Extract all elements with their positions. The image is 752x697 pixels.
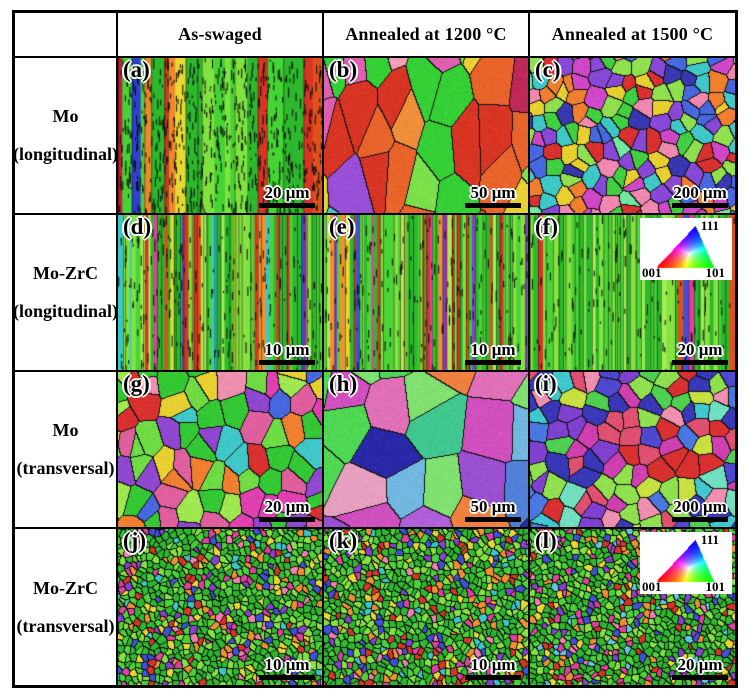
scale-text: 20 μm [264, 183, 310, 203]
row-label-mo-longitudinal: Mo (longitudinal) [15, 58, 118, 215]
scale-text: 200 μm [673, 497, 727, 517]
micrograph-image-b [324, 58, 528, 213]
scale-bar-c: 200 μm [672, 184, 728, 208]
panel-letter-i: (i) [535, 372, 557, 396]
scale-text: 10 μm [264, 340, 310, 360]
row-orientation: (transversal) [16, 458, 115, 478]
ipf-color-key: 111 001 101 [640, 218, 732, 280]
micrograph-image-h [324, 372, 528, 527]
ipf-triangle-icon [640, 532, 732, 594]
ipf-label-111: 111 [700, 532, 719, 547]
ipf-label-111: 111 [700, 218, 719, 233]
scale-bar-f: 20 μm [672, 341, 728, 365]
column-header-annealed-1500: Annealed at 1500 °C [530, 13, 735, 58]
ipf-color-key: 111 001 101 [640, 532, 732, 594]
scale-bar-line [259, 517, 315, 522]
scale-bar-line [465, 360, 521, 365]
scale-text: 20 μm [264, 497, 310, 517]
row-material: Mo [52, 106, 79, 126]
micrograph-panel-k: (k) 10 μm [324, 529, 530, 685]
column-header-as-swaged: As-swaged [118, 13, 324, 58]
scale-bar-l: 20 μm [672, 656, 728, 680]
micrograph-image-j [118, 529, 322, 685]
micrograph-image-e [324, 215, 528, 370]
scale-bar-b: 50 μm [465, 184, 521, 208]
scale-text: 200 μm [673, 183, 727, 203]
scale-bar-k: 10 μm [465, 656, 521, 680]
ebsd-figure-table: As-swaged Annealed at 1200 °C Annealed a… [12, 10, 738, 688]
row-label-mozrc-longitudinal: Mo-ZrC (longitudinal) [15, 215, 118, 372]
micrograph-panel-e: (e) 10 μm [324, 215, 530, 372]
ipf-triangle-icon [640, 218, 732, 280]
scale-bar-e: 10 μm [465, 341, 521, 365]
panel-letter-j: (j) [123, 529, 146, 553]
scale-text: 10 μm [470, 655, 516, 675]
row-orientation: (longitudinal) [15, 301, 118, 321]
scale-bar-line [672, 203, 728, 208]
scale-text: 10 μm [264, 655, 310, 675]
micrograph-panel-i: (i) 200 μm [530, 372, 735, 529]
scale-bar-line [672, 360, 728, 365]
scale-text: 50 μm [470, 183, 516, 203]
scale-bar-d: 10 μm [259, 341, 315, 365]
micrograph-panel-a: (a) 20 μm [118, 58, 324, 215]
panel-letter-h: (h) [329, 372, 358, 396]
row-orientation: (transversal) [16, 615, 115, 636]
scale-bar-line [465, 203, 521, 208]
panel-letter-k: (k) [329, 529, 358, 553]
row-material: Mo [52, 420, 79, 440]
micrograph-panel-d: (d) 10 μm [118, 215, 324, 372]
row-label-mo-transversal: Mo (transversal) [15, 372, 118, 529]
micrograph-image-c [530, 58, 735, 213]
panel-letter-d: (d) [123, 215, 152, 239]
micrograph-image-a [118, 58, 322, 213]
scale-bar-line [672, 675, 728, 680]
scale-bar-line [465, 675, 521, 680]
micrograph-panel-f: (f) 111 001 101 20 μm [530, 215, 735, 372]
ipf-label-001: 001 [642, 579, 662, 594]
row-material: Mo-ZrC [33, 263, 98, 283]
panel-letter-f: (f) [535, 215, 558, 239]
row-material: Mo-ZrC [33, 577, 98, 598]
micrograph-panel-c: (c) 200 μm [530, 58, 735, 215]
scale-bar-g: 20 μm [259, 498, 315, 522]
scale-bar-line [259, 675, 315, 680]
panel-letter-e: (e) [329, 215, 355, 239]
scale-text: 50 μm [470, 497, 516, 517]
panel-letter-b: (b) [329, 58, 358, 82]
scale-bar-line [259, 360, 315, 365]
scale-bar-line [259, 203, 315, 208]
micrograph-panel-h: (h) 50 μm [324, 372, 530, 529]
row-orientation: (longitudinal) [15, 144, 118, 164]
scale-bar-line [672, 517, 728, 522]
panel-letter-a: (a) [123, 58, 150, 82]
panel-letter-c: (c) [535, 58, 561, 82]
scale-bar-i: 200 μm [672, 498, 728, 522]
micrograph-image-g [118, 372, 322, 527]
scale-bar-h: 50 μm [465, 498, 521, 522]
scale-bar-a: 20 μm [259, 184, 315, 208]
panel-letter-l: (l) [535, 529, 557, 553]
ipf-label-101: 101 [705, 265, 726, 280]
panel-letter-g: (g) [123, 372, 150, 396]
ipf-label-101: 101 [705, 579, 726, 594]
column-header-annealed-1200: Annealed at 1200 °C [324, 13, 530, 58]
micrograph-panel-g: (g) 20 μm [118, 372, 324, 529]
ipf-label-001: 001 [642, 265, 662, 280]
micrograph-image-d [118, 215, 322, 370]
scale-text: 20 μm [677, 340, 723, 360]
micrograph-panel-l: (l) 111 001 101 20 μm [530, 529, 735, 685]
micrograph-image-i [530, 372, 735, 527]
corner-cell [15, 13, 118, 58]
scale-bar-line [465, 517, 521, 522]
scale-bar-j: 10 μm [259, 656, 315, 680]
micrograph-image-k [324, 529, 528, 685]
scale-text: 20 μm [677, 655, 723, 675]
scale-text: 10 μm [470, 340, 516, 360]
micrograph-panel-b: (b) 50 μm [324, 58, 530, 215]
micrograph-panel-j: (j) 10 μm [118, 529, 324, 685]
row-label-mozrc-transversal: Mo-ZrC (transversal) [15, 529, 118, 685]
